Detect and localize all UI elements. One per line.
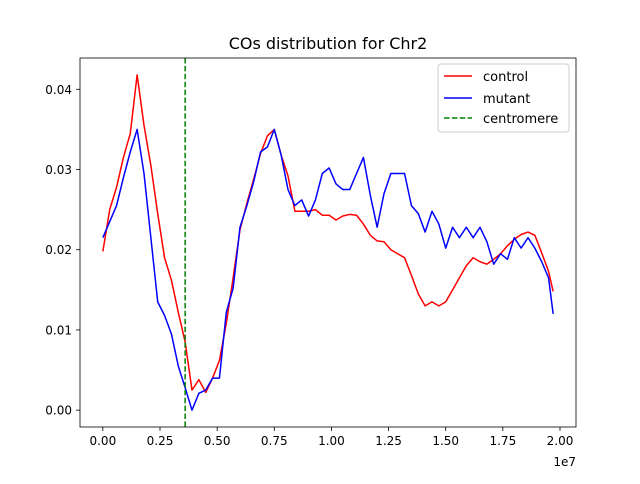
y-tick-label: 0.02 <box>45 243 72 257</box>
plot-area <box>102 58 554 427</box>
y-tick-label: 0.00 <box>45 404 72 418</box>
chart-title: COs distribution for Chr2 <box>229 34 428 53</box>
y-tick-label: 0.01 <box>45 323 72 337</box>
x-tick-label: 1.50 <box>432 434 459 448</box>
y-tick-label: 0.04 <box>45 83 72 97</box>
x-tick-label: 0.75 <box>261 434 288 448</box>
axes: 0.00 0.25 0.50 0.75 1.00 1.25 1.50 1.75 2.00 0.00… <box>45 57 577 448</box>
series-line-control <box>102 74 554 394</box>
legend-label-centromere: centromere <box>483 112 558 127</box>
legend-frame <box>437 63 570 133</box>
x-tick-label: 0.50 <box>204 434 231 448</box>
legend: control mutant centromere <box>437 63 570 133</box>
legend-label-control: control <box>483 70 528 85</box>
axes-frame <box>79 57 577 428</box>
x-tick-label: 1.75 <box>489 434 516 448</box>
x-tick-label: 0.25 <box>147 434 174 448</box>
x-tick-label: 1.00 <box>318 434 345 448</box>
x-tick-label: 2.00 <box>547 434 574 448</box>
legend-label-mutant: mutant <box>483 92 530 107</box>
x-tick-label: 0.00 <box>89 434 116 448</box>
x-tick-label: 1.25 <box>375 434 402 448</box>
y-tick-label: 0.03 <box>45 163 72 177</box>
series-line-mutant <box>102 128 554 411</box>
x-axis-offset-label: 1e7 <box>553 455 576 469</box>
